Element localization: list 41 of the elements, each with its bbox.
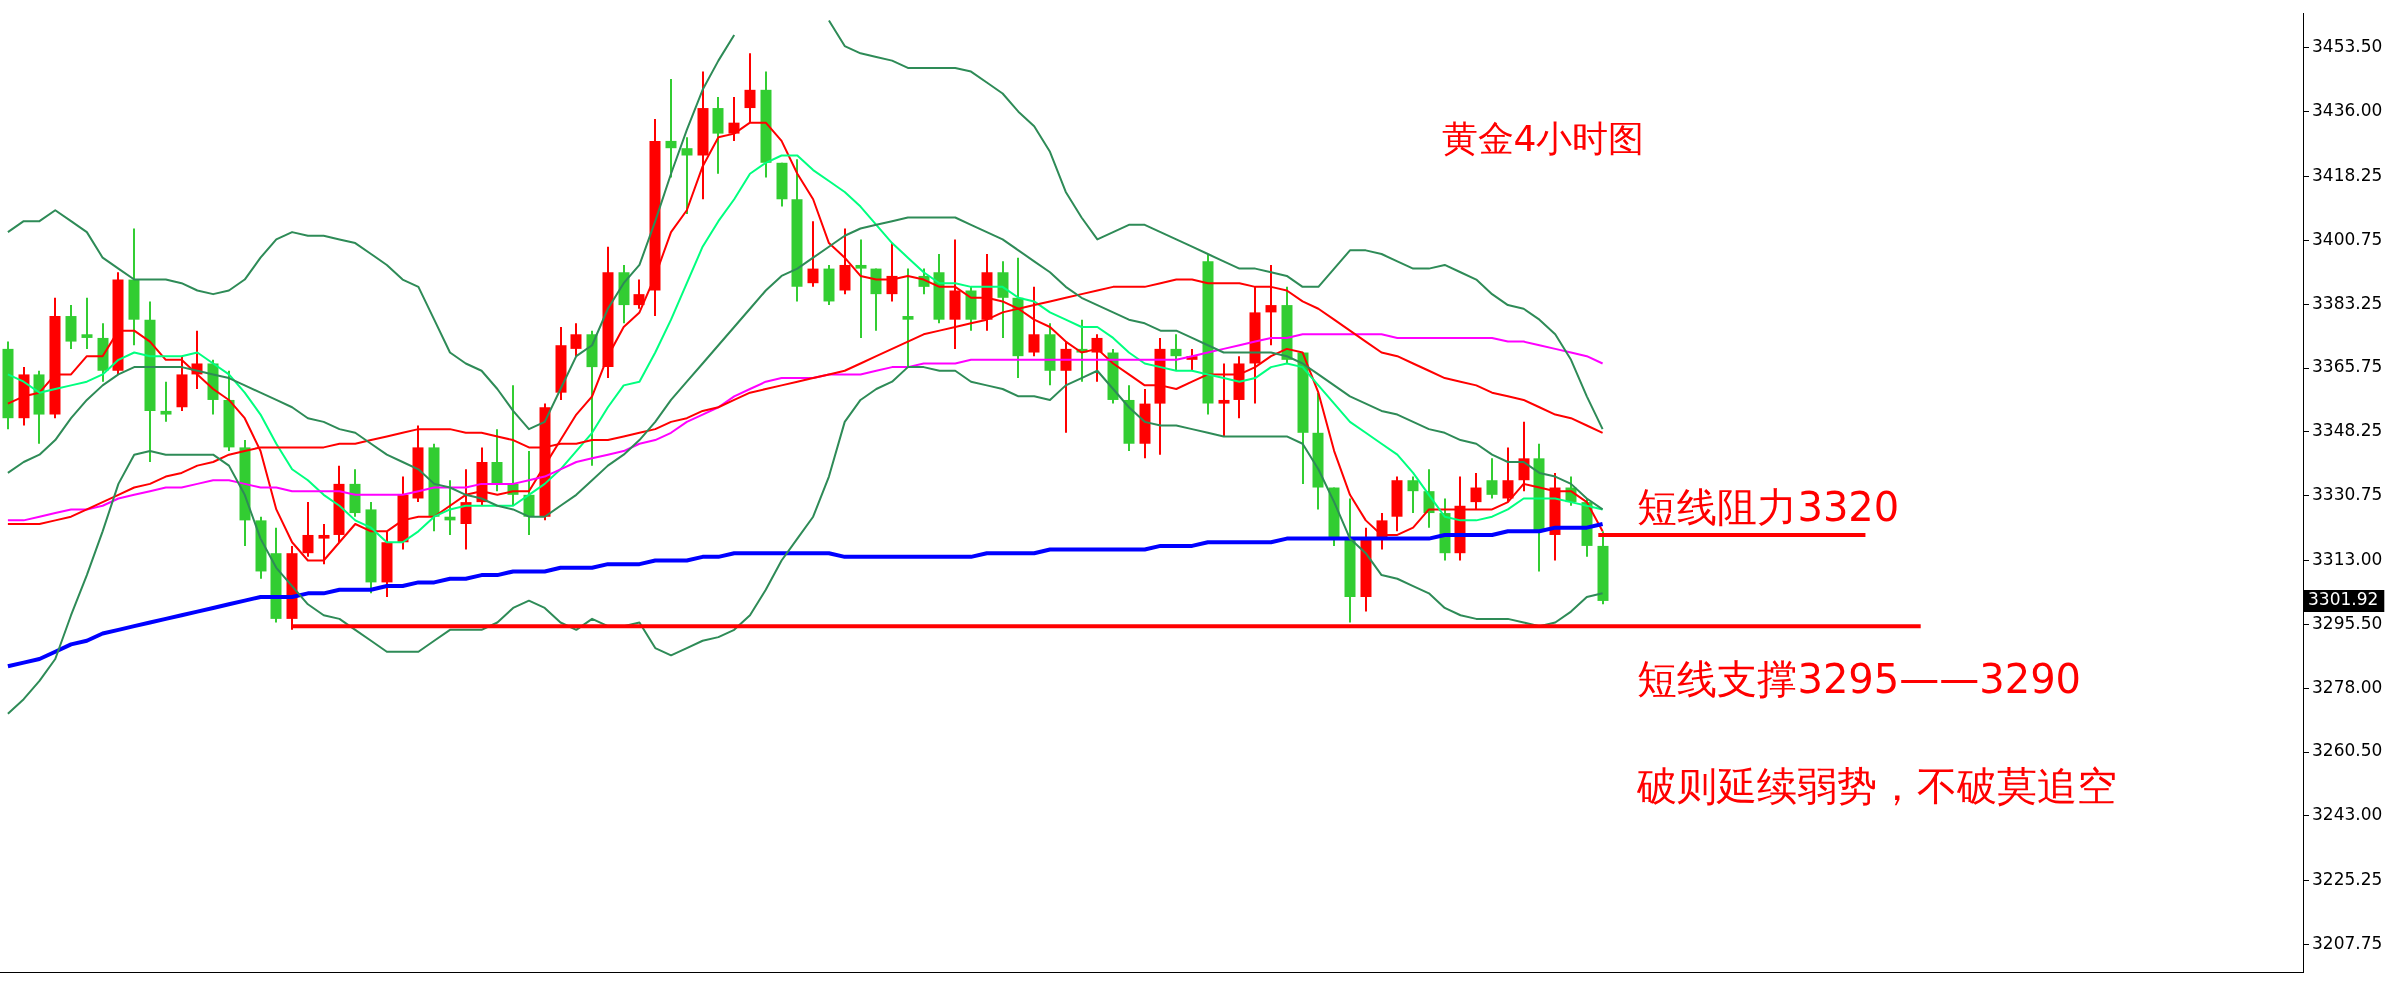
candlestick bbox=[1407, 475, 1419, 515]
candlestick bbox=[302, 501, 314, 558]
y-tick-label: 3348.25 bbox=[2312, 420, 2383, 441]
candlestick bbox=[1028, 285, 1040, 358]
y-tick-label: 3207.75 bbox=[2312, 932, 2383, 953]
candlestick bbox=[1470, 471, 1482, 511]
text: 3301.92 bbox=[2308, 589, 2379, 610]
y-tick-label: 3278.00 bbox=[2312, 676, 2383, 697]
y-tick-label: 3400.75 bbox=[2312, 228, 2383, 249]
candlestick bbox=[1502, 446, 1514, 504]
candlestick bbox=[902, 267, 914, 369]
y-tick-label: 3260.50 bbox=[2312, 740, 2383, 761]
y-tick-label: 3243.00 bbox=[2312, 804, 2383, 825]
text: 黄金4小时图 bbox=[1441, 118, 1645, 160]
candlestick bbox=[1518, 420, 1530, 493]
y-tick-label: 3383.25 bbox=[2312, 292, 2383, 313]
y-tick-label: 3225.25 bbox=[2312, 869, 2383, 890]
candlestick bbox=[1170, 333, 1182, 372]
candlestick bbox=[160, 380, 172, 423]
candlestick bbox=[460, 468, 472, 551]
ref-line-label: 短线支撑3295——3290 bbox=[1637, 656, 2082, 703]
y-tick-label: 3330.75 bbox=[2312, 484, 2383, 505]
candlestick bbox=[1218, 362, 1230, 438]
candlestick bbox=[570, 322, 582, 358]
text: 破则延续弱势，不破莫追空 bbox=[1636, 763, 2118, 810]
y-tick-label: 3365.75 bbox=[2312, 356, 2383, 377]
candlestick bbox=[81, 296, 93, 350]
y-tick-label: 3436.00 bbox=[2312, 100, 2383, 121]
ref-line-label: 短线阻力3320 bbox=[1637, 483, 1900, 530]
candlestick bbox=[665, 77, 677, 179]
y-tick-label: 3295.50 bbox=[2312, 612, 2383, 633]
y-tick-label: 3453.50 bbox=[2312, 36, 2383, 57]
candlestick bbox=[855, 238, 867, 339]
y-tick-label: 3418.25 bbox=[2312, 164, 2383, 185]
y-tick-label: 3313.00 bbox=[2312, 548, 2383, 569]
candlestick bbox=[1060, 340, 1072, 434]
candlestick bbox=[1486, 457, 1498, 500]
candlestick bbox=[681, 136, 693, 215]
candlestick bbox=[807, 220, 819, 288]
candlestick bbox=[633, 278, 645, 310]
candlestick bbox=[491, 428, 503, 493]
